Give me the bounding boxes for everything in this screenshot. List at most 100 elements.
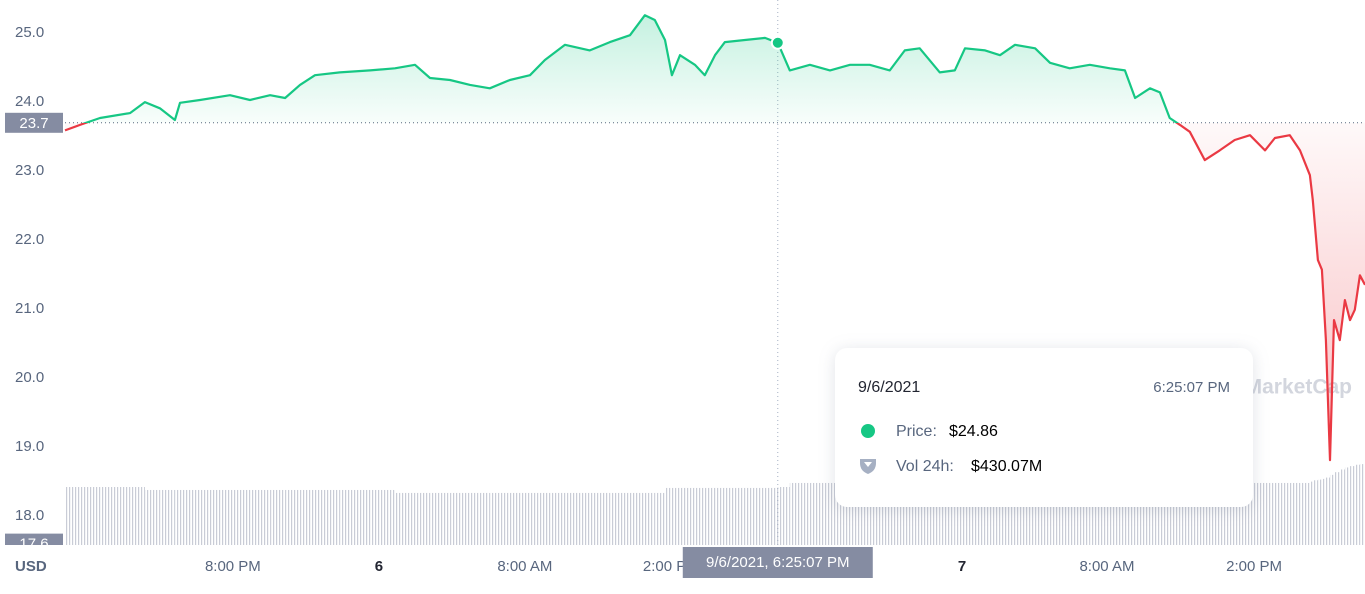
volume-bar: [565, 492, 590, 545]
volume-bar: [1350, 466, 1355, 545]
volume-bar: [1359, 464, 1365, 545]
volume-bar: [654, 492, 665, 545]
volume-bar: [1274, 482, 1290, 545]
volume-bar: [129, 487, 145, 545]
cursor-label: 9/6/2021, 6:25:07 PM: [706, 554, 849, 571]
price-line: [64, 14, 1365, 462]
cursor-label-bg: [682, 547, 873, 578]
y-tick-label: 22.0: [15, 231, 44, 248]
volume-bar: [1354, 464, 1360, 545]
x-tick-label: 2:00 PM: [1226, 558, 1282, 575]
volume-bar: [644, 492, 655, 545]
x-tick-label: 7: [958, 558, 966, 575]
y-tick-label: 21.0: [15, 300, 44, 317]
x-tick-label: 8:00 PM: [205, 558, 261, 575]
volume-bar: [1333, 472, 1340, 545]
volume-bar: [1325, 477, 1330, 545]
price-value: $24.86: [949, 423, 998, 440]
volume-bar: [1312, 480, 1318, 545]
baseline-label: 23.7: [19, 115, 48, 132]
volume-bar: [179, 489, 201, 545]
low-box: 17.6: [5, 533, 63, 553]
volume-bar: [704, 487, 715, 545]
volume-bar: [1344, 467, 1351, 545]
volume-bar: [65, 487, 80, 545]
volume-bar: [79, 487, 101, 545]
price-icon: [861, 424, 875, 438]
volume-bar: [1159, 482, 1170, 545]
volume-bar: [144, 489, 160, 545]
volume-value: $430.07M: [971, 458, 1042, 475]
y-tick-label: 18.0: [15, 507, 44, 524]
volume-bar: [470, 492, 490, 545]
volume-bar: [1250, 482, 1265, 545]
volume-bar: [777, 486, 790, 545]
price-label: Price:: [896, 423, 937, 440]
y-tick-label: 23.0: [15, 162, 44, 179]
tooltip: 9/6/2021 6:25:07 PM Price: $24.86 Vol 24…: [835, 348, 1253, 507]
volume-bar: [544, 492, 565, 545]
volume-bar: [1289, 482, 1301, 545]
volume-bar: [1179, 482, 1190, 545]
volume-bar: [1169, 482, 1180, 545]
volume-bar: [765, 487, 778, 545]
volume-bar: [339, 489, 371, 545]
volume-bar: [415, 492, 430, 545]
label-layer: 18.0 19.0 20.0 21.0 22.0 23.0 24.0 25.0 8:00 PM 6…: [5, 24, 1282, 578]
volume-bar: [159, 489, 175, 545]
volume-bar: [1317, 479, 1322, 545]
volume-bar: [744, 487, 765, 545]
x-tick-label: 8:00 AM: [1079, 558, 1134, 575]
volume-bar: [250, 489, 271, 545]
volume-bar: [789, 482, 810, 545]
volume-bar: [694, 487, 705, 545]
tooltip-time: 6:25:07 PM: [1153, 379, 1230, 396]
volume-bar: [1300, 482, 1310, 545]
volume-bar: [285, 489, 301, 545]
volume-bar: [1329, 474, 1334, 545]
volume-bar: [450, 492, 471, 545]
volume-bar: [809, 482, 830, 545]
tooltip-date: 9/6/2021: [858, 379, 920, 396]
volume-bar: [954, 482, 965, 545]
volume-bar: [394, 492, 415, 545]
currency: USD: [15, 558, 47, 575]
volume-bar: [724, 487, 745, 545]
volume-bar: [1309, 481, 1313, 545]
price-area: [65, 15, 1365, 461]
volume-bar: [489, 492, 510, 545]
volume-bar: [1124, 482, 1136, 545]
volume-bar: [1265, 482, 1275, 545]
volume-bar: [1150, 482, 1160, 545]
volume-bar: [200, 489, 230, 545]
volume-bar: [370, 489, 395, 545]
volume-bar: [1321, 478, 1326, 545]
volume-bar: [715, 487, 725, 545]
volume-bar: [174, 489, 180, 545]
volume-bar: [229, 489, 251, 545]
volume-bar: [270, 489, 286, 545]
volume-label: Vol 24h:: [896, 458, 954, 475]
y-tick-label: 19.0: [15, 438, 44, 455]
low-box-bg: [5, 533, 63, 545]
volume-bar: [665, 487, 672, 545]
volume-bar: [529, 492, 545, 545]
volume-bar: [589, 492, 610, 545]
x-tick-label: 8:00 AM: [497, 558, 552, 575]
low-label: 17.6: [19, 536, 48, 553]
volume-bar: [315, 489, 340, 545]
baseline-box: 23.7: [5, 112, 63, 133]
y-tick-label: 25.0: [15, 24, 44, 41]
volume-bar: [429, 492, 451, 545]
volume-bar: [679, 487, 695, 545]
volume-bar: [100, 487, 130, 545]
volume-bar: [629, 492, 645, 545]
baseline-box-bg: [5, 112, 63, 133]
line-layer: [64, 14, 1365, 462]
y-tick-label: 20.0: [15, 369, 44, 386]
tooltip-box: [835, 348, 1253, 507]
volume-bar: [609, 492, 630, 545]
volume-bar: [300, 489, 315, 545]
